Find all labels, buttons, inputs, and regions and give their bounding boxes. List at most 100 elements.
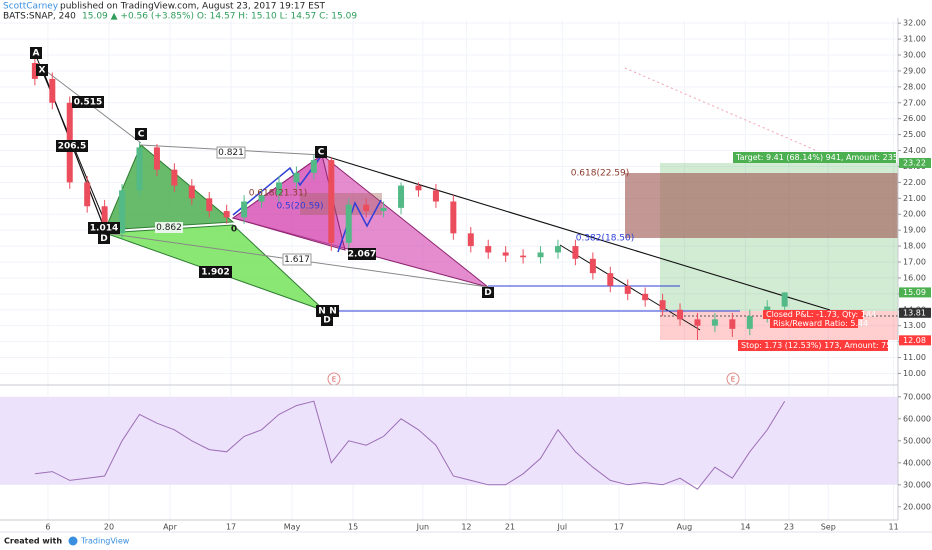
x-tick-label: 21: [505, 523, 515, 532]
x-tick-label: Sep: [821, 523, 836, 532]
x-tick-label: 12: [461, 523, 471, 532]
header-published: published on TradingView.com, August 23,…: [60, 2, 326, 12]
footer-created: Created with: [4, 537, 62, 546]
candle-body: [258, 195, 265, 202]
ratio-label: 0.862: [156, 223, 182, 233]
candle-body: [136, 147, 143, 191]
price-label: 13.81: [903, 308, 926, 317]
price-label-box: [899, 335, 931, 346]
price-label: 12.08: [903, 336, 926, 345]
rsi-tick-label: 40.000: [903, 458, 931, 467]
label-box: [36, 64, 48, 76]
x-tick-label: 11: [889, 523, 899, 532]
candle-body: [729, 319, 736, 329]
price-label: 15.09: [903, 288, 926, 297]
candle-body: [328, 160, 335, 243]
label-box: [30, 47, 42, 59]
candle-body: [711, 319, 718, 326]
candle-body: [450, 201, 457, 234]
label-box: [56, 140, 88, 152]
pattern-labels: A X 0.515 206.5 C D 1.014 0.862 0 1.902 …: [30, 47, 916, 386]
candle-body: [415, 185, 422, 191]
label-box: [72, 96, 104, 108]
candle-body: [642, 293, 649, 301]
label-box: [315, 146, 327, 158]
label-box: [738, 340, 888, 351]
label-box: [88, 222, 120, 234]
ratio-label: 2.067: [348, 250, 376, 260]
footer-brand[interactable]: TradingView: [80, 537, 130, 546]
point-label: X: [39, 66, 46, 76]
y-tick-label: 20.00: [903, 210, 926, 219]
candle-body: [589, 258, 596, 274]
price-label-box: [899, 157, 931, 168]
label-box: [282, 253, 312, 266]
candle-body: [310, 160, 317, 173]
y-tick-label: 29.00: [903, 66, 926, 75]
y-tick-label: 19.00: [903, 226, 926, 235]
price-label-box: [899, 287, 931, 298]
candle-body: [380, 207, 387, 212]
zone-box: [300, 193, 382, 215]
y-tick-label: 27.00: [903, 98, 926, 107]
point-label: N: [318, 307, 326, 317]
label-box: [763, 310, 863, 319]
candle-body: [432, 190, 439, 202]
rsi-tick-label: 70.000: [903, 392, 931, 401]
header-quote: 15.09 ▲ +0.56 (+3.85%) O: 14.57 H: 15.10…: [82, 12, 357, 22]
ratio-label: 206.5: [58, 142, 86, 152]
stop-label: Stop: 1.73 (12.53%) 173, Amount: 750.88: [741, 341, 909, 350]
y-tick-label: 30.00: [903, 51, 926, 60]
event-label: E: [332, 376, 336, 384]
ratio-label: Risk/Reward Ratio: 5.44: [773, 319, 868, 328]
y-tick-label: 17.00: [903, 258, 926, 267]
event-label: E: [731, 376, 735, 384]
y-tick-label: 28.00: [903, 82, 926, 91]
y-tick-label: 32.00: [903, 19, 926, 28]
candle-body: [275, 182, 282, 196]
candle-body: [659, 300, 666, 310]
price-label: 23.22: [903, 158, 926, 167]
x-tick-label: 20: [104, 523, 114, 532]
candle-body: [223, 211, 230, 218]
pnl-label: Closed P&L: -1.73, Qty: 144: [766, 310, 876, 319]
candle-body: [502, 252, 509, 256]
rsi-band: [0, 396, 898, 485]
x-tick-label: Aug: [677, 523, 693, 532]
y-tick-label: 11.00: [903, 353, 926, 362]
x-tick-label: 15: [348, 523, 358, 532]
candles: [31, 58, 788, 341]
candle-body: [554, 246, 561, 253]
candle-body: [119, 190, 126, 234]
candle-body: [607, 273, 614, 286]
logo: [68, 536, 78, 546]
candle-body: [84, 182, 91, 207]
point-label: N: [329, 307, 337, 317]
label-box: [199, 266, 232, 278]
y-tick-label: 13.00: [903, 321, 926, 330]
header-author[interactable]: ScottCarney: [3, 2, 59, 12]
x-tick-label: 23: [784, 523, 794, 532]
x-tick-label: 6: [45, 523, 50, 532]
label-box: [348, 248, 376, 260]
label-box: [321, 314, 333, 326]
ratio-label: 1.014: [90, 224, 118, 234]
rsi-tick-label: 60.000: [903, 414, 931, 423]
candle-body: [188, 185, 195, 199]
candle-body: [241, 201, 248, 218]
candle-body: [398, 185, 405, 208]
candle-body: [293, 172, 300, 183]
candle-body: [345, 204, 352, 243]
candle-body: [485, 246, 492, 253]
x-tick-label: Jul: [557, 523, 568, 532]
label-box: [216, 146, 246, 159]
candle-body: [746, 316, 753, 329]
candle-body: [101, 206, 108, 234]
ratio-label: 0.515: [74, 98, 102, 108]
point-label: 0: [231, 225, 237, 235]
candle-body: [677, 309, 684, 320]
header-symbol: BATS:SNAP, 240: [3, 12, 76, 22]
candle-body: [624, 285, 631, 294]
y-tick-label: 22.00: [903, 178, 926, 187]
y-tick-label: 25.00: [903, 130, 926, 139]
